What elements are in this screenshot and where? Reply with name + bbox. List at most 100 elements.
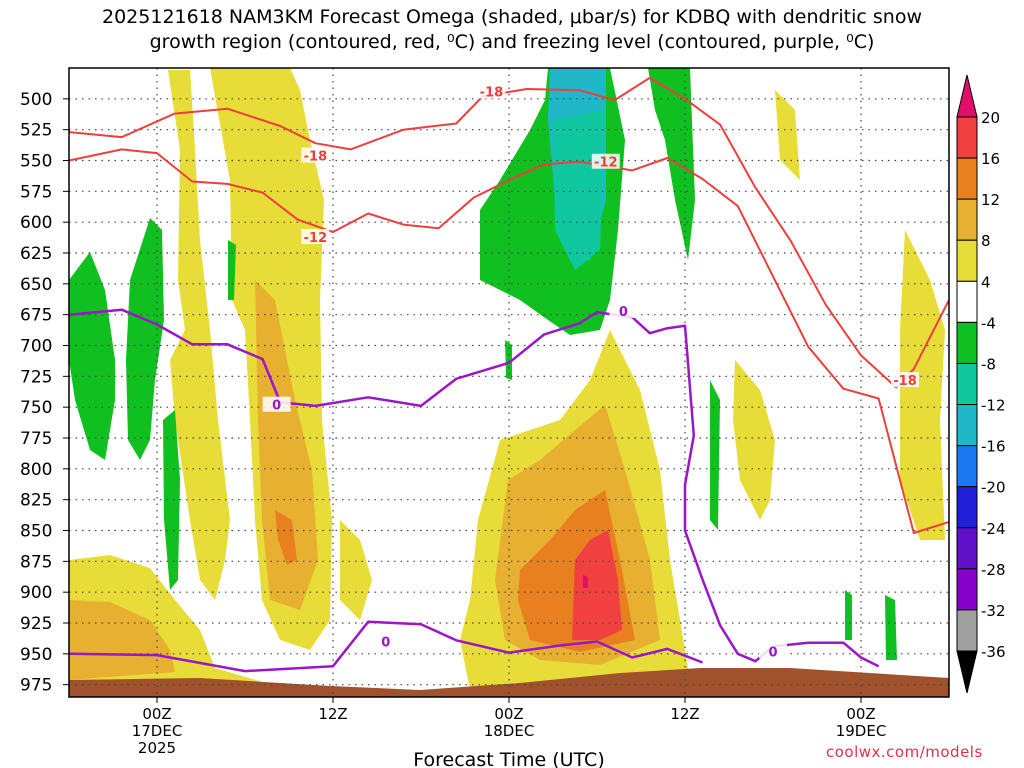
x-tick-label: 00Z <box>494 705 523 723</box>
colorbar-label: -4 <box>981 314 996 332</box>
contour-label-zero: 0 <box>381 636 390 651</box>
x-tick-label: 12Z <box>670 705 699 723</box>
plot-frame <box>68 67 950 698</box>
y-tick-label: 600 <box>20 213 52 233</box>
omega-region-positive <box>583 575 588 588</box>
y-tick-label: 675 <box>20 306 52 326</box>
colorbar-label: 8 <box>981 232 991 250</box>
colorbar-swatch <box>956 321 978 364</box>
omega-region-negative <box>885 595 897 660</box>
colorbar-label: -12 <box>981 397 1006 415</box>
contour-dgz-minus12 <box>69 148 949 534</box>
colorbar-label: -28 <box>981 561 1006 579</box>
colorbar-label: -8 <box>981 355 996 373</box>
omega-region-positive <box>733 360 775 520</box>
omega-region-positive <box>255 280 318 610</box>
y-tick-label: 875 <box>20 552 52 572</box>
contour-freezing-level-surface <box>69 620 704 673</box>
contour-label-bg <box>591 153 620 169</box>
contour-label-bg <box>301 147 330 163</box>
y-tick-label: 950 <box>20 645 52 665</box>
contour-label-minus18: -18 <box>893 374 917 389</box>
y-tick-label: 650 <box>20 275 52 295</box>
omega-region-positive <box>168 70 230 600</box>
colorbar-swatch <box>956 445 978 488</box>
omega-region-positive <box>775 90 800 180</box>
y-tick-label: 625 <box>20 244 52 264</box>
colorbar-top-arrow <box>956 74 978 118</box>
omega-region-positive <box>572 530 622 640</box>
contour-labels: -18 -18 -12 -12 -18 0 0 0 0 <box>262 83 919 660</box>
contour-label-zero: 0 <box>619 305 628 320</box>
x-tick-label: 00Z <box>142 705 171 723</box>
omega-region-negative <box>69 252 115 460</box>
omega-region-negative <box>505 340 512 380</box>
omega-region-negative <box>845 590 852 640</box>
y-tick-label: 575 <box>20 182 52 202</box>
colorbar-swatch <box>956 568 978 611</box>
x-tick-label: 12Z <box>318 705 347 723</box>
surface-terrain <box>69 668 949 697</box>
omega-region-negative <box>228 240 236 300</box>
colorbar-label: 4 <box>981 273 991 291</box>
colorbar-swatch <box>956 527 978 570</box>
y-tick-label: 725 <box>20 367 52 387</box>
colorbar: 20 16 12 8 4 -4 -8 -12 -16 -20 -24 -28 -32 -36 <box>956 74 1006 694</box>
omega-region-positive <box>340 520 372 620</box>
contour-label-bg <box>477 83 506 99</box>
colorbar-label: -20 <box>981 479 1006 497</box>
contour-label-bg <box>371 633 400 649</box>
y-tick-label: 825 <box>20 491 52 511</box>
contour-label-minus12: -12 <box>594 156 618 171</box>
contour-label-bg <box>759 643 787 659</box>
y-axis: 500 525 550 575 600 625 650 675 700 725 750 775 800 8… <box>20 90 69 696</box>
y-tick-label: 800 <box>20 460 52 480</box>
colorbar-swatch <box>956 116 978 159</box>
y-tick-label: 900 <box>20 583 52 603</box>
colorbar-swatch <box>956 404 978 447</box>
y-tick-label: 850 <box>20 522 52 542</box>
credit-text: coolwx.com/models <box>826 743 983 761</box>
omega-region-positive <box>900 230 945 540</box>
colorbar-swatch <box>956 280 978 323</box>
chart-title-line1: 2025121618 NAM3KM Forecast Omega (shaded… <box>102 6 922 28</box>
pressure-gridlines <box>69 68 949 697</box>
colorbar-swatch <box>956 157 978 200</box>
y-tick-label: 975 <box>20 676 52 696</box>
y-tick-label: 500 <box>20 90 52 110</box>
colorbar-swatch <box>956 609 978 652</box>
omega-region-negative <box>648 68 695 260</box>
colorbar-label: -24 <box>981 520 1006 538</box>
omega-region-negative <box>553 110 605 270</box>
contour-label-zero: 0 <box>768 645 777 660</box>
colorbar-label: -36 <box>981 643 1006 661</box>
chart-title-line2: growth region (contoured, red, ⁰C) and f… <box>149 31 875 53</box>
y-tick-label: 700 <box>20 337 52 357</box>
colorbar-bottom-arrow <box>956 650 978 694</box>
x-tick-date: 19DEC <box>836 722 887 740</box>
omega-region-negative <box>163 410 180 590</box>
colorbar-label: -32 <box>981 602 1006 620</box>
contour-label-zero: 0 <box>272 399 281 414</box>
x-tick-year: 2025 <box>138 739 176 757</box>
y-tick-label: 775 <box>20 429 52 449</box>
contour-label-minus18: -18 <box>304 150 328 165</box>
colorbar-swatch <box>956 239 978 282</box>
contour-label-bg <box>301 228 330 244</box>
y-tick-label: 525 <box>20 121 52 141</box>
y-tick-label: 550 <box>20 152 52 172</box>
omega-region-negative <box>126 218 164 460</box>
x-tick-date: 18DEC <box>484 722 535 740</box>
colorbar-label: 12 <box>981 191 1000 209</box>
contour-dgz-minus18 <box>69 76 949 389</box>
x-axis-label: Forecast Time (UTC) <box>413 749 604 768</box>
colorbar-swatch <box>956 486 978 529</box>
x-tick-date: 17DEC <box>132 722 183 740</box>
colorbar-swatch <box>956 198 978 241</box>
colorbar-label: 20 <box>981 109 1000 127</box>
y-tick-label: 925 <box>20 614 52 634</box>
omega-region-positive <box>69 600 175 680</box>
omega-region-positive <box>275 510 297 565</box>
